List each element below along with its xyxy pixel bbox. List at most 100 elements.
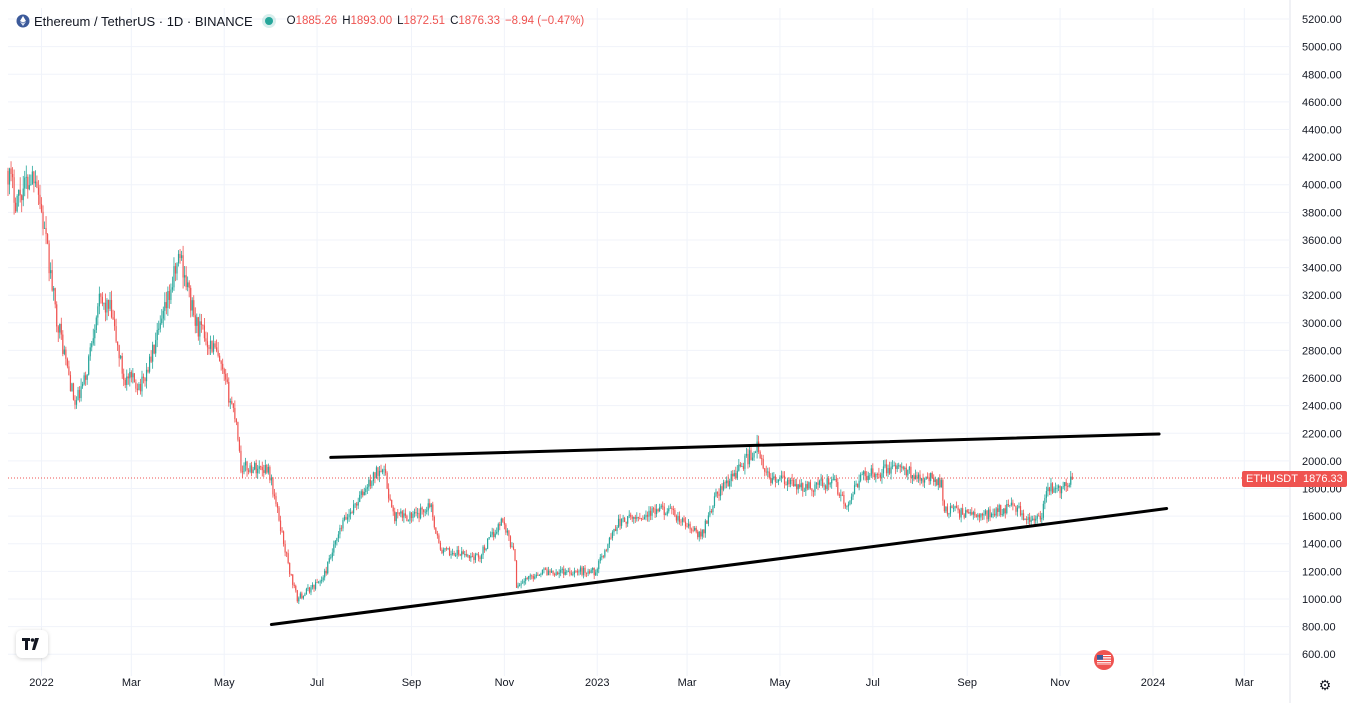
- candle-body: [754, 452, 757, 453]
- candle-body: [386, 472, 388, 489]
- time-axis[interactable]: 2022 Mar May Jul Sep Nov 2023 Mar May Jul Sep Nov 20…: [29, 677, 1254, 689]
- candle-body: [671, 507, 673, 509]
- close-value: 1876.33: [458, 15, 500, 27]
- candle-body: [543, 568, 545, 570]
- candle-body: [243, 465, 245, 473]
- candle-body: [780, 475, 783, 478]
- y-tick-label: 4200.00: [1302, 152, 1342, 164]
- candle-body: [444, 548, 446, 550]
- candle-body: [53, 288, 55, 291]
- candle-body: [75, 400, 78, 405]
- us-flag-icon[interactable]: [1094, 650, 1114, 670]
- candle-body: [503, 521, 505, 525]
- candle-body: [282, 531, 285, 544]
- candle-body: [438, 535, 440, 543]
- candle-body: [578, 571, 580, 573]
- candle-body: [234, 407, 236, 420]
- candle-body: [199, 321, 201, 337]
- candle-body: [631, 516, 633, 519]
- candle-body: [94, 329, 96, 339]
- candle-body: [130, 372, 132, 378]
- trendlines[interactable]: [269, 432, 1169, 627]
- gear-icon[interactable]: ⚙: [1318, 677, 1332, 693]
- candle-body: [957, 507, 959, 511]
- candle-body: [384, 469, 387, 473]
- high-label: H: [342, 15, 351, 27]
- candle-body: [177, 253, 180, 264]
- x-tick-label: Sep: [957, 677, 977, 689]
- candle-body: [222, 363, 224, 370]
- candle-body: [1010, 502, 1012, 506]
- candle-body: [179, 253, 181, 259]
- support-trendline[interactable]: [269, 507, 1169, 627]
- candle-body: [923, 479, 926, 483]
- tradingview-logo-icon[interactable]: [16, 630, 48, 658]
- candle-body: [659, 507, 661, 512]
- candle-body: [185, 275, 187, 288]
- candle-body: [184, 275, 186, 278]
- candle-body: [963, 514, 965, 518]
- candle-body: [569, 571, 571, 574]
- candle-body: [850, 496, 853, 501]
- candle-body: [292, 574, 294, 585]
- candle-body: [60, 323, 62, 335]
- candle-body: [526, 577, 528, 579]
- candle-body: [905, 467, 907, 476]
- candle-body: [1041, 517, 1043, 520]
- candle-body: [692, 530, 694, 532]
- market-status-icon[interactable]: [264, 17, 273, 25]
- candle-body: [381, 469, 384, 473]
- candle-body: [646, 514, 649, 517]
- candle-body: [590, 569, 592, 573]
- candle-body: [573, 570, 575, 575]
- symbol-title[interactable]: Ethereum / TetherUS · 1D · BINANCE: [34, 13, 253, 29]
- candle-body: [509, 536, 512, 548]
- x-tick-label: Jul: [310, 677, 324, 689]
- candle-body: [287, 553, 289, 564]
- candle-body: [43, 227, 46, 229]
- candle-body: [161, 318, 163, 324]
- candle-body: [890, 466, 892, 474]
- candle-body: [407, 520, 410, 522]
- candle-body: [983, 514, 985, 516]
- candle-body: [592, 567, 594, 570]
- candle-body: [229, 401, 231, 403]
- candle-body: [512, 546, 515, 550]
- candle-body: [1071, 476, 1073, 480]
- candle-body: [686, 526, 688, 528]
- candle-body: [751, 457, 754, 460]
- candle-body: [46, 234, 49, 244]
- candle-body: [727, 480, 729, 487]
- candle-body: [855, 483, 857, 486]
- candle-body: [882, 466, 885, 474]
- candle-body: [566, 571, 568, 573]
- candle-body: [1064, 482, 1066, 487]
- candle-body: [687, 523, 690, 527]
- price-axis[interactable]: 5200.00 5000.00 4800.00 4600.00 4400.00 4200.…: [1302, 14, 1342, 661]
- candle-body: [867, 475, 869, 481]
- candle-body: [383, 469, 385, 471]
- candle-body: [759, 451, 761, 459]
- candle-body: [21, 195, 23, 201]
- resistance-trendline[interactable]: [329, 432, 1161, 459]
- candle-body: [916, 475, 918, 479]
- y-tick-label: 5000.00: [1302, 42, 1342, 54]
- flag-stripes-icon: [1097, 655, 1111, 665]
- candle-body: [138, 383, 140, 390]
- candle-body: [511, 546, 513, 548]
- candle-body: [665, 514, 667, 516]
- candle-body: [391, 500, 393, 508]
- candle-body: [83, 375, 85, 385]
- candle-body: [269, 467, 271, 481]
- x-tick-label: Nov: [1050, 677, 1070, 689]
- candle-body: [1019, 506, 1022, 516]
- candle-body: [799, 484, 801, 488]
- y-tick-label: 5200.00: [1302, 14, 1342, 26]
- candle-body: [281, 530, 283, 532]
- candle-body: [388, 488, 390, 499]
- candle-body: [101, 296, 103, 304]
- candle-body: [167, 291, 169, 309]
- candle-body: [741, 466, 743, 468]
